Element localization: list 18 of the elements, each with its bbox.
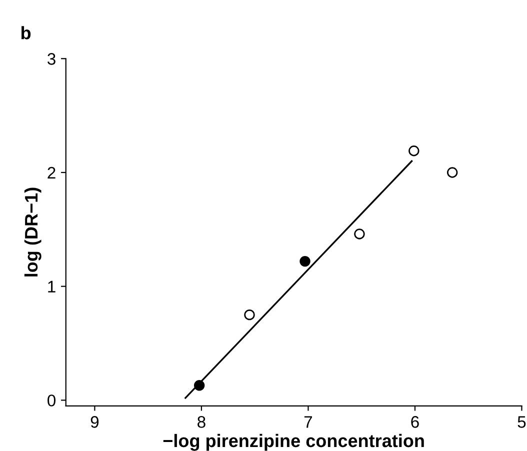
y-axis-title: log (DR−1) (24, 188, 42, 276)
x-axis-title: −log pirenzipine concentration (163, 434, 424, 451)
point (300, 256, 310, 267)
y-tick-label: 1 (48, 280, 56, 292)
point (354, 228, 365, 240)
point (408, 146, 420, 156)
y-tick-label: 3 (48, 53, 56, 65)
point (446, 167, 458, 178)
chart-title: b (21, 26, 31, 40)
x-tick-label: 9 (90, 416, 99, 428)
x-tick-label: 5 (518, 416, 526, 428)
x-tick-label: 8 (198, 416, 206, 428)
point (194, 380, 205, 391)
point (244, 309, 255, 320)
y-tick-label: 2 (48, 166, 56, 179)
x-tick-label: 7 (304, 416, 312, 428)
x-tick-label: 6 (411, 416, 419, 428)
y-tick-label: 0 (48, 394, 56, 406)
